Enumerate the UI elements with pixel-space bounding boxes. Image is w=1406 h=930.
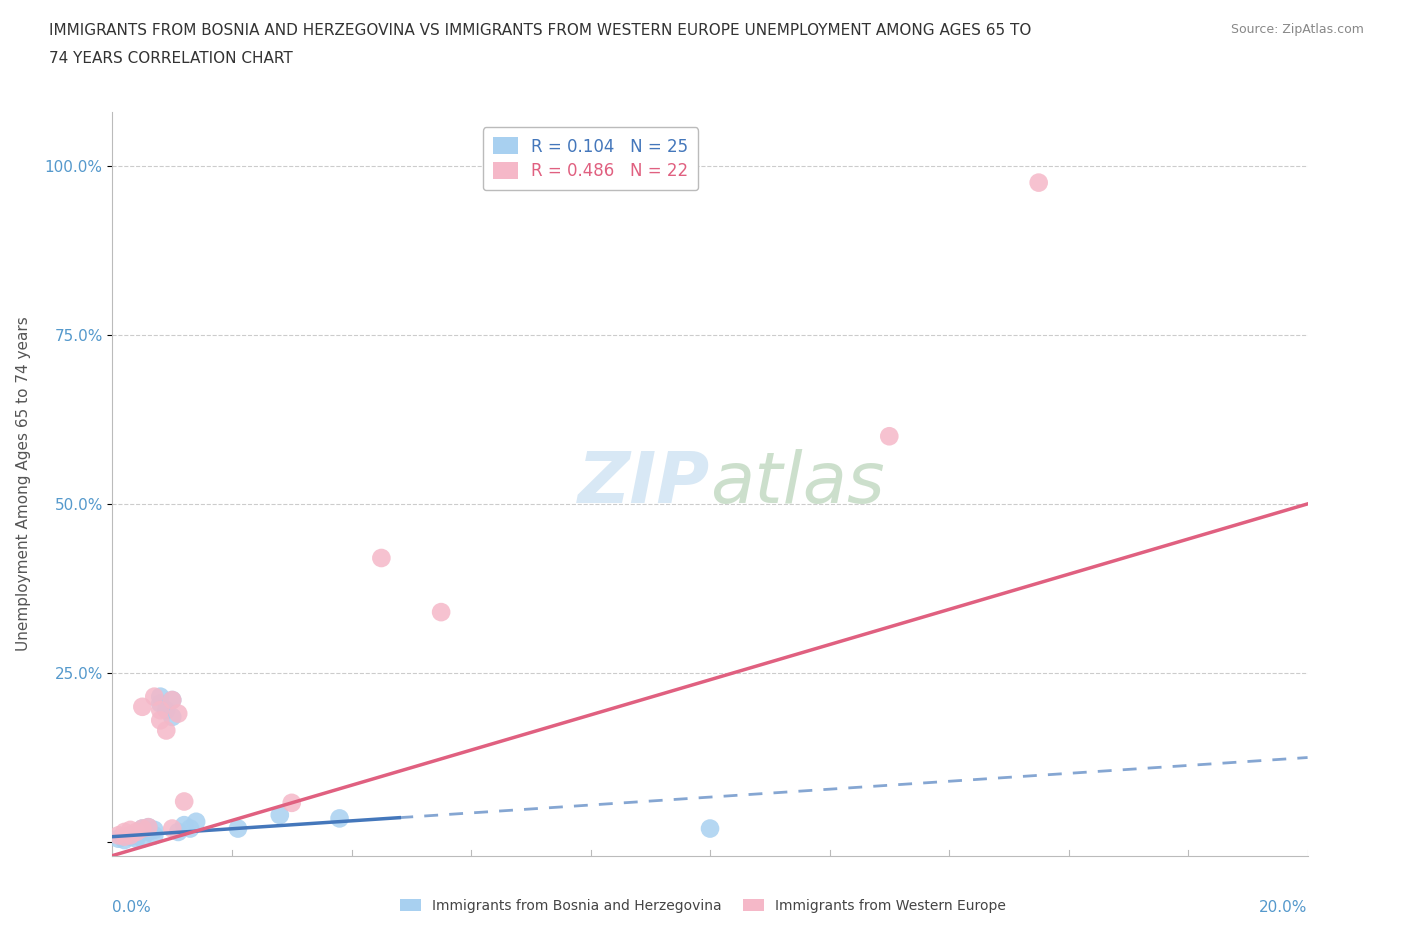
Point xyxy=(120,830,142,844)
Point xyxy=(120,822,142,837)
Point xyxy=(162,693,183,708)
Text: 20.0%: 20.0% xyxy=(1260,900,1308,915)
Text: Source: ZipAtlas.com: Source: ZipAtlas.com xyxy=(1230,23,1364,36)
Point xyxy=(173,817,195,832)
Point xyxy=(143,822,166,837)
Point xyxy=(162,821,183,836)
Point xyxy=(1028,175,1050,190)
Legend: R = 0.104   N = 25, R = 0.486   N = 22: R = 0.104 N = 25, R = 0.486 N = 22 xyxy=(482,127,699,191)
Point xyxy=(107,828,129,843)
Legend: Immigrants from Bosnia and Herzegovina, Immigrants from Western Europe: Immigrants from Bosnia and Herzegovina, … xyxy=(395,894,1011,919)
Text: atlas: atlas xyxy=(710,449,884,518)
Point xyxy=(114,832,135,847)
Point xyxy=(699,821,721,836)
Point xyxy=(173,794,195,809)
Point xyxy=(120,828,142,843)
Point xyxy=(125,825,148,840)
Point xyxy=(131,831,153,846)
Point xyxy=(138,819,160,834)
Point xyxy=(162,693,183,708)
Text: ZIP: ZIP xyxy=(578,449,710,518)
Point xyxy=(125,828,148,843)
Point xyxy=(430,604,453,619)
Point xyxy=(131,821,153,836)
Point xyxy=(155,723,177,737)
Point xyxy=(879,429,901,444)
Y-axis label: Unemployment Among Ages 65 to 74 years: Unemployment Among Ages 65 to 74 years xyxy=(15,316,31,651)
Text: 74 YEARS CORRELATION CHART: 74 YEARS CORRELATION CHART xyxy=(49,51,292,66)
Point xyxy=(167,825,190,840)
Point xyxy=(125,831,148,846)
Point xyxy=(281,795,304,810)
Point xyxy=(329,811,352,826)
Point xyxy=(226,821,249,836)
Point xyxy=(120,828,142,843)
Point xyxy=(269,807,291,822)
Point xyxy=(186,815,208,830)
Point xyxy=(114,830,135,844)
Point xyxy=(131,699,153,714)
Point xyxy=(149,689,172,704)
Point xyxy=(155,703,177,718)
Point xyxy=(138,819,160,834)
Point xyxy=(167,706,190,721)
Point xyxy=(143,689,166,704)
Text: IMMIGRANTS FROM BOSNIA AND HERZEGOVINA VS IMMIGRANTS FROM WESTERN EUROPE UNEMPLO: IMMIGRANTS FROM BOSNIA AND HERZEGOVINA V… xyxy=(49,23,1032,38)
Point xyxy=(179,821,201,836)
Point xyxy=(131,821,153,836)
Text: 0.0%: 0.0% xyxy=(112,900,152,915)
Point xyxy=(149,696,172,711)
Point xyxy=(107,831,129,846)
Point xyxy=(162,710,183,724)
Point xyxy=(114,825,135,840)
Point xyxy=(370,551,392,565)
Point xyxy=(143,828,166,843)
Point xyxy=(138,825,160,840)
Point xyxy=(149,713,172,728)
Point xyxy=(149,703,172,718)
